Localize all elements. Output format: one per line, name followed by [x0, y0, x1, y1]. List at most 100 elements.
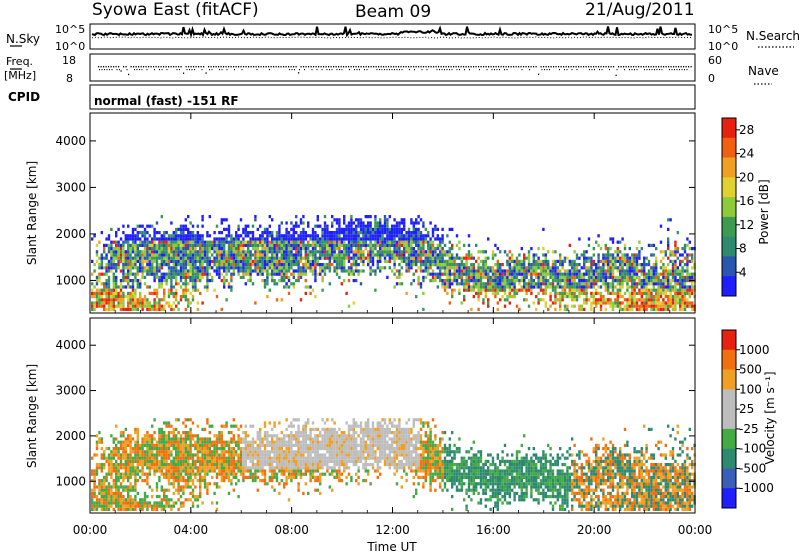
power-cell [487, 266, 490, 270]
velocity-cell [107, 482, 111, 486]
power-cell [381, 237, 384, 241]
power-cell [659, 279, 663, 283]
power-cell [338, 227, 341, 231]
power-cell [326, 253, 329, 257]
power-cell [616, 250, 619, 254]
power-cell [439, 279, 442, 283]
power-cell [566, 272, 569, 276]
power-cell [482, 275, 485, 279]
velocity-cell [148, 434, 151, 438]
power-cell [227, 234, 231, 238]
power-cell [223, 253, 226, 257]
power-cell [146, 285, 149, 289]
power-cell [683, 295, 687, 299]
power-cell [578, 295, 581, 299]
velocity-cell [189, 431, 192, 435]
freq-dot [660, 66, 662, 68]
velocity-cell [184, 482, 187, 486]
freq-dot [605, 66, 607, 68]
velocity-cell [194, 466, 197, 470]
power-cell [230, 263, 233, 267]
power-cell [191, 256, 195, 260]
power-cell [566, 282, 569, 286]
power-cell [419, 218, 423, 222]
nave-dot [609, 69, 610, 71]
power-cell [585, 288, 588, 292]
power-cell [285, 221, 288, 225]
power-cell [201, 250, 204, 254]
power-cell [201, 243, 204, 247]
power-cell [307, 285, 310, 289]
nave-dot [399, 69, 400, 71]
power-cell [93, 291, 96, 295]
power-cell [170, 259, 173, 263]
velocity-cell [110, 485, 113, 489]
velocity-cell [175, 459, 178, 463]
nave-dot [396, 69, 398, 71]
power-cell [451, 263, 454, 267]
power-cell [611, 285, 615, 289]
velocity-cell [112, 482, 115, 486]
power-cell [254, 259, 257, 263]
power-cell [470, 263, 473, 267]
velocity-cell [115, 475, 118, 479]
velocity-cell [139, 447, 142, 451]
power-cell [151, 266, 154, 270]
power-cell [328, 240, 331, 244]
power-cell [501, 282, 504, 286]
power-cell [475, 275, 478, 279]
power-cell [494, 279, 497, 283]
power-cell [278, 259, 281, 263]
power-cell [340, 253, 343, 257]
power-cell [220, 247, 223, 251]
power-cell [170, 266, 173, 270]
power-cell [619, 279, 622, 283]
freq-dot [678, 66, 680, 68]
power-cell [506, 263, 509, 267]
power-cell [112, 304, 115, 308]
power-cell [679, 282, 682, 286]
power-cell [419, 256, 423, 260]
power-cell [295, 279, 298, 283]
power-cell [311, 231, 315, 235]
power-cell [424, 253, 427, 257]
velocity-cell [179, 475, 183, 479]
power-cell [631, 282, 634, 286]
power-cell [184, 243, 187, 247]
power-cell [184, 253, 187, 257]
power-cell [115, 291, 118, 295]
power-cell [547, 282, 550, 286]
power-cell [172, 295, 175, 299]
power-cell [422, 259, 425, 263]
power-cell [127, 307, 130, 311]
power-cell [184, 282, 187, 286]
power-cell [626, 275, 629, 279]
power-cell [566, 285, 569, 289]
velocity-cell [170, 475, 173, 479]
velocity-cell [124, 456, 127, 460]
power-cell [129, 247, 132, 251]
velocity-cell [172, 501, 175, 505]
power-cell [350, 247, 353, 251]
power-cell [177, 263, 180, 267]
power-cell [163, 263, 166, 267]
nave-dot [356, 69, 358, 71]
power-cell [609, 256, 612, 260]
power-cell [638, 253, 641, 257]
power-cell [254, 266, 257, 270]
freq-dot [518, 66, 520, 68]
power-cell [604, 285, 607, 289]
power-cell [175, 237, 178, 241]
power-cell [338, 234, 341, 238]
velocity-cell [155, 453, 159, 457]
velocity-cell [151, 456, 154, 460]
power-cell [343, 266, 346, 270]
power-cell [163, 231, 166, 235]
power-cell [278, 266, 281, 270]
power-cell [283, 275, 286, 279]
power-cell [163, 237, 166, 241]
cpid-text: normal (fast) -151 RF [94, 94, 239, 108]
power-cell [499, 298, 502, 302]
power-cell [424, 237, 427, 241]
